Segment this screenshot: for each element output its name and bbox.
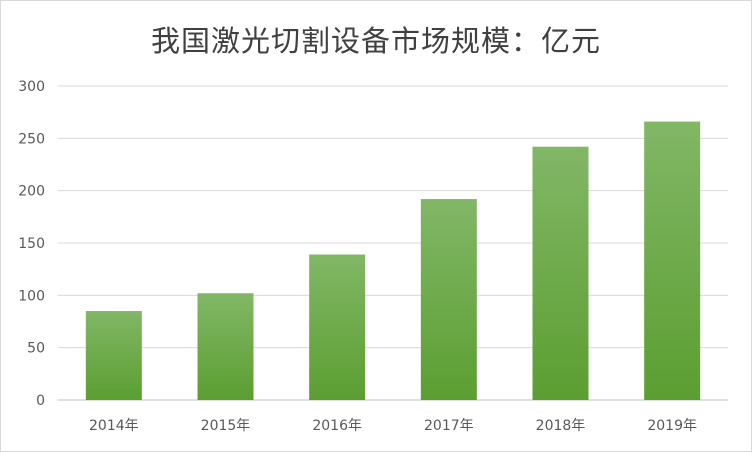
bar-2014年 bbox=[85, 311, 142, 400]
bar-2019年 bbox=[644, 121, 701, 400]
x-tick-label: 2015年 bbox=[201, 418, 251, 434]
y-tick-label: 250 bbox=[18, 131, 45, 147]
x-tick-label: 2014年 bbox=[89, 418, 139, 434]
y-tick-label: 300 bbox=[18, 79, 45, 95]
x-tick-label: 2019年 bbox=[647, 418, 697, 434]
bar-2018年 bbox=[532, 146, 589, 400]
y-axis-tick-labels: 0 50 100 150 200 250 300 bbox=[18, 79, 45, 409]
x-tick-label: 2017年 bbox=[424, 418, 474, 434]
bar-2015年 bbox=[197, 293, 254, 400]
chart-title: 我国激光切割设备市场规模：亿元 bbox=[150, 24, 601, 58]
bar-2016年 bbox=[309, 254, 366, 400]
y-tick-label: 0 bbox=[36, 393, 45, 409]
bar-2017年 bbox=[420, 199, 477, 400]
gridlines bbox=[58, 85, 728, 401]
x-axis-tick-labels: 2014年 2015年 2016年 2017年 2018年 2019年 bbox=[89, 418, 697, 434]
y-tick-label: 200 bbox=[18, 184, 45, 200]
x-tick-label: 2016年 bbox=[312, 418, 362, 434]
y-tick-label: 100 bbox=[18, 288, 45, 304]
y-tick-label: 150 bbox=[18, 236, 45, 252]
y-tick-label: 50 bbox=[27, 341, 45, 357]
x-tick-label: 2018年 bbox=[536, 418, 586, 434]
bars bbox=[85, 121, 701, 400]
